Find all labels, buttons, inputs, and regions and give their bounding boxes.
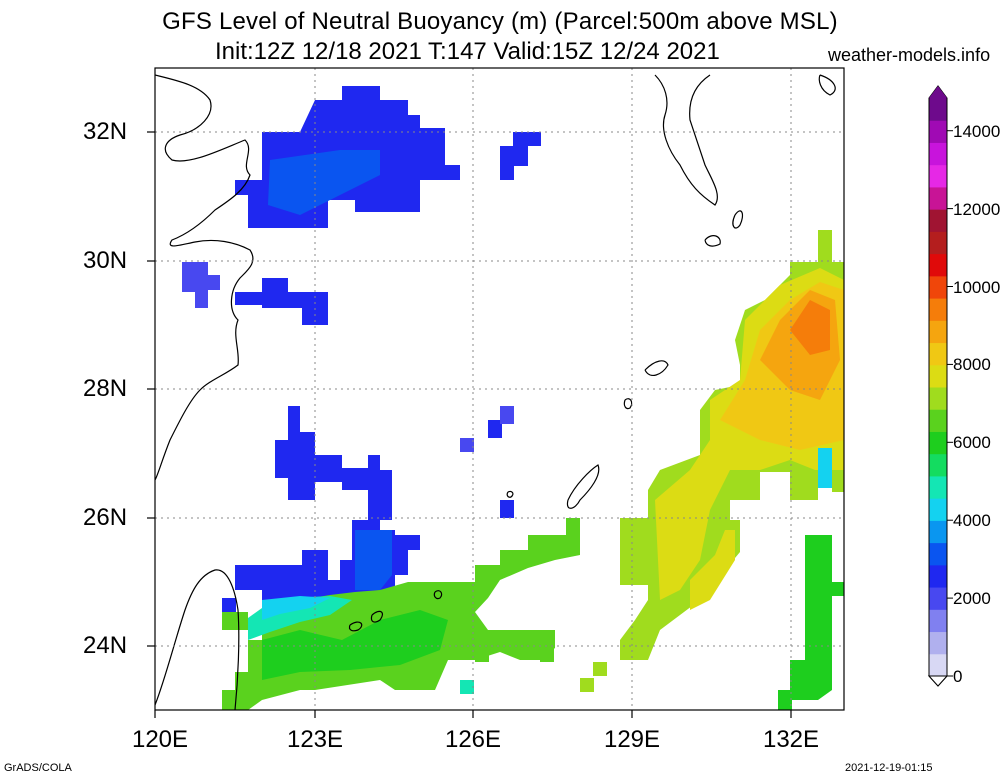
colorbar-swatch: [929, 364, 947, 388]
colorbar-label: 12000: [953, 200, 1000, 219]
colorbar-swatch: [929, 164, 947, 188]
colorbar-swatch: [929, 120, 947, 143]
colorbar-swatch: [929, 653, 947, 677]
colorbar-swatch: [929, 498, 947, 521]
colorbar-label: 10000: [953, 278, 1000, 297]
colorbar-swatch: [929, 98, 947, 121]
colorbar-swatch: [929, 609, 947, 633]
colorbar-swatch: [929, 587, 947, 610]
colorbar-swatch: [929, 631, 947, 655]
lat-label: 28N: [83, 375, 128, 402]
colorbar-label: 6000: [953, 433, 991, 452]
buoyancy-field-green: [222, 518, 607, 710]
colorbar-swatch: [929, 186, 947, 210]
colorbar-swatch: [929, 453, 947, 477]
chart-title: GFS Level of Neutral Buoyancy (m) (Parce…: [162, 8, 838, 35]
colorbar-swatch: [929, 542, 947, 566]
colorbar-label: 4000: [953, 511, 991, 530]
coastlines: [155, 74, 836, 710]
lat-label: 26N: [83, 504, 128, 531]
colorbar-swatch: [929, 475, 947, 499]
colorbar-swatch: [929, 142, 947, 166]
colorbar-swatch: [929, 387, 947, 410]
buoyancy-field-blue: [182, 86, 541, 612]
colorbar-top-arrow: [929, 86, 947, 98]
colorbar-swatch: [929, 231, 947, 255]
map-gridlines: [155, 68, 844, 710]
lon-label: 123E: [286, 726, 344, 753]
colorbar-swatch: [929, 409, 947, 432]
colorbar-swatch: [929, 275, 947, 299]
colorbar-swatch: [929, 209, 947, 232]
site-watermark: weather-models.info: [828, 45, 991, 65]
map-plot-area: [155, 68, 844, 710]
axis-ticks: [147, 131, 792, 718]
colorbar-label: 14000: [953, 122, 1000, 141]
colorbar-bottom-arrow: [927, 675, 949, 687]
buoyancy-field-yellow: [620, 230, 844, 710]
colorbar-swatch: [929, 564, 947, 588]
colorbar-label: 8000: [953, 355, 991, 374]
colorbar-swatch: [929, 253, 947, 277]
lon-label: 126E: [444, 726, 502, 753]
colorbar-swatch: [929, 431, 947, 455]
colorbar-swatch: [929, 342, 947, 366]
colorbar: [927, 85, 953, 687]
lon-label: 129E: [603, 726, 661, 753]
colorbar-swatch: [929, 320, 947, 344]
lat-label: 30N: [83, 247, 128, 274]
colorbar-swatch: [929, 520, 947, 544]
lat-label: 24N: [83, 632, 128, 659]
lon-label: 132E: [762, 726, 820, 753]
colorbar-swatch: [929, 298, 947, 321]
colorbar-label: 2000: [953, 589, 991, 608]
colorbar-label: 0: [953, 667, 963, 686]
lat-label: 32N: [83, 118, 128, 145]
footer-credit: GrADS/COLA: [4, 762, 72, 774]
footer-timestamp: 2021-12-19-01:15: [845, 762, 933, 774]
lon-label: 120E: [131, 726, 189, 753]
chart-subtitle: Init:12Z 12/18 2021 T:147 Valid:15Z 12/2…: [215, 38, 720, 65]
